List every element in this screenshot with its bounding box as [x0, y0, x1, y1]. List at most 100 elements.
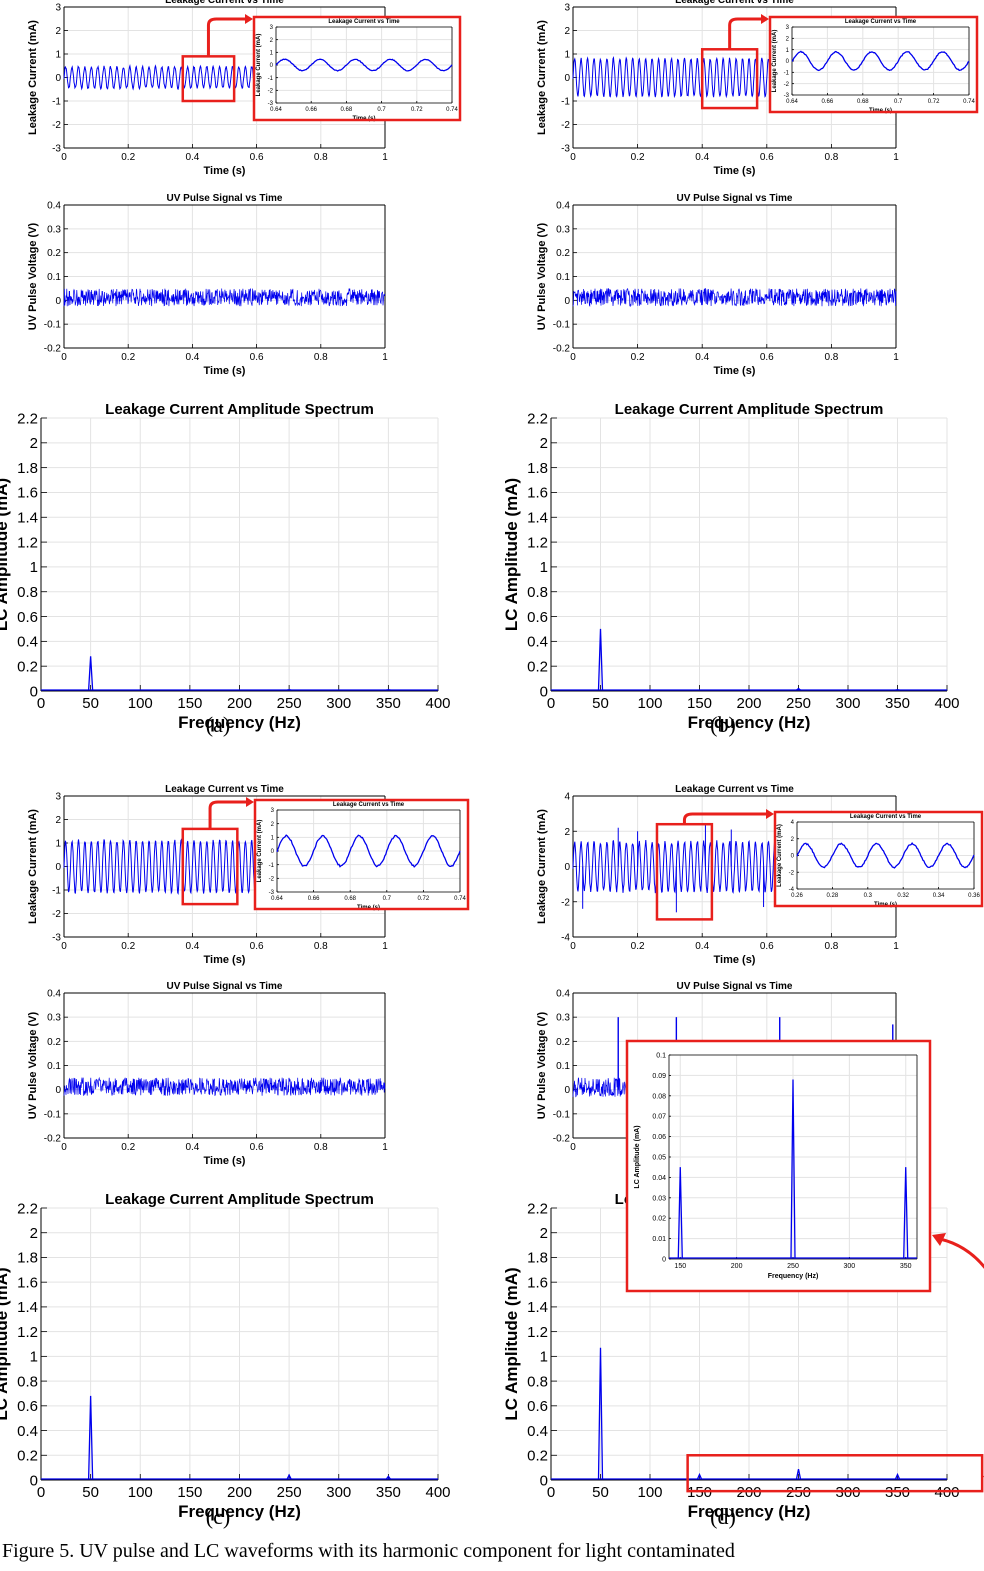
b-uv-y-tick-label: 0.2: [556, 248, 570, 259]
d-fft-y-tick-label: 1: [540, 1349, 548, 1366]
a-fft-x-tick-label: 150: [177, 695, 202, 712]
d-zoom-x-tick-label: 0.28: [827, 893, 839, 899]
a-lc-y-tick-label: 2: [55, 26, 61, 37]
c-fft-y-tick-label: 1.2: [17, 1324, 38, 1341]
b-lc-x-tick-label: 0.6: [760, 152, 774, 163]
b-lc-y-tick-label: -2: [561, 120, 570, 131]
b-uv-y-tick-label: 0: [564, 296, 570, 307]
d-zoom-x-tick-label: 0.34: [933, 893, 945, 899]
d-uv-y-tick-label: 0.2: [556, 1037, 570, 1048]
d-fft-zoom-x-axis-label: Frequency (Hz): [768, 1273, 819, 1280]
a-fft-x-tick-label: 50: [82, 695, 99, 712]
a-uv-axes: 0 0.2 0.4 0.6 0.8 1 -0.2 -0.1 0 0.1 0.2 0.3 0.4 UV Pu…: [27, 193, 388, 377]
a-uv-y-tick-label: 0.4: [47, 201, 61, 212]
b-uv-series-line: [572, 288, 897, 308]
c-uv-x-tick-label: 1: [382, 1142, 388, 1153]
b-fft-peak: [597, 628, 604, 691]
b-zoom-x-tick-label: 0.74: [963, 99, 975, 105]
b-zoom-y-tick-label: -3: [784, 93, 790, 99]
c-uv-series-line: [63, 1076, 386, 1097]
d-fft-zoom-source-box: [686, 1454, 984, 1493]
b-fft-x-tick-label: 300: [835, 695, 860, 712]
d-uv-y-tick-label: 0.4: [556, 989, 570, 1000]
c-uv-x-axis-label: Time (s): [204, 1155, 246, 1167]
d-lc-y-tick-label: 2: [564, 827, 570, 838]
a-fft-y-tick-label: 1: [30, 559, 38, 576]
c-zoom-series-line: [276, 834, 461, 868]
b-fft-peak: [796, 687, 801, 691]
b-lc-y-tick-label: -3: [561, 144, 570, 155]
c-uv-x-tick-label: 0.8: [314, 1142, 328, 1153]
a-zoom-x-tick-label: 0.64: [270, 107, 282, 113]
d-fft-peak: [696, 1472, 703, 1480]
b-zoom-y-axis-label: Leakage Current (mA): [772, 30, 778, 93]
d-fft-zoom-peak: [677, 1167, 683, 1259]
a-uv-y-tick-label: 0.1: [47, 272, 61, 283]
a-fft-x-tick-label: 250: [277, 695, 302, 712]
c-uv-y-tick-label: 0.2: [47, 1037, 61, 1048]
d-fft-zoom-peak: [790, 1079, 796, 1259]
a-fft-y-tick-label: 0: [30, 683, 38, 700]
b-uv-y-tick-label: 0.1: [556, 272, 570, 283]
a-lc-x-tick-label: 0.8: [314, 152, 328, 163]
c-uv-x-tick-label: 0.6: [250, 1142, 264, 1153]
b-lc-title: Leakage Current vs Time: [675, 0, 794, 6]
a-lc-y-tick-label: -2: [52, 120, 61, 131]
a-fft-y-tick-label: 0.2: [17, 658, 38, 675]
b-uv-x-tick-label: 0.6: [760, 352, 774, 363]
d-fft-x-axis-label: Frequency (Hz): [688, 1502, 811, 1521]
a-uv-title: UV Pulse Signal vs Time: [167, 193, 283, 204]
c-zoom-y-tick-label: 0: [271, 849, 275, 855]
c-zoom-y-tick-label: -3: [269, 890, 275, 896]
b-zoom-arrow: [728, 17, 762, 50]
d-fft-x-tick-label: 50: [592, 1484, 609, 1501]
c-uv-y-tick-label: -0.2: [44, 1134, 62, 1145]
b-fft-y-tick-label: 0.6: [527, 609, 548, 626]
c-uv-y-axis-label: UV Pulse Voltage (V): [27, 1011, 39, 1119]
a-fft-x-tick-label: 350: [376, 695, 401, 712]
d-zoom-x-tick-label: 0.32: [897, 893, 909, 899]
d-fft-peak: [795, 1468, 802, 1480]
c-zoom-y-tick-label: 2: [271, 822, 275, 828]
b-zoom-y-tick-label: 0: [786, 59, 790, 65]
d-fft-zoom-axes: 150 200 250 300 350 0 0.01 0.02 0.03 0.04 0.05 0.06…: [634, 1052, 918, 1280]
a-zoom-y-tick-label: -2: [268, 88, 274, 94]
d-lc-title: Leakage Current vs Time: [675, 784, 794, 795]
a-fft-y-tick-label: 1.4: [17, 510, 38, 527]
c-fft-y-tick-label: 2.2: [17, 1200, 38, 1217]
d-uv-y-axis-label: UV Pulse Voltage (V): [536, 1011, 548, 1119]
a-lc-x-tick-label: 0.4: [185, 152, 199, 163]
a-uv-y-tick-label: -0.1: [44, 320, 62, 331]
d-fft-zoom-y-tick-label: 0.03: [652, 1195, 666, 1202]
b-fft-y-axis-label: LC Amplitude (mA): [502, 478, 521, 631]
b-uv-y-tick-label: -0.1: [553, 320, 571, 331]
d-fft-zoom-y-tick-label: 0.09: [652, 1073, 666, 1080]
d-fft-zoom-x-tick-label: 250: [787, 1263, 799, 1270]
a-zoom-axes: 0.64 0.66 0.68 0.7 0.72 0.74 -3 -2 -1 0 1 2 3 Leakage…: [256, 19, 458, 122]
c-zoom-axes: 0.64 0.66 0.68 0.7 0.72 0.74 -3 -2 -1 0 1 2 3 Leakage…: [257, 802, 466, 911]
d-lc-x-tick-label: 0.4: [695, 941, 709, 952]
b-uv-y-tick-label: 0.3: [556, 224, 570, 235]
b-fft-y-tick-label: 1.4: [527, 510, 548, 527]
b-fft-x-tick-label: 350: [885, 695, 910, 712]
b-lc-y-tick-label: 0: [564, 73, 570, 84]
b-uv-x-tick-label: 0.2: [631, 352, 645, 363]
a-uv-y-tick-label: 0.2: [47, 248, 61, 259]
d-zoom-title: Leakage Current vs Time: [850, 814, 922, 820]
a-fft-y-tick-label: 2: [30, 435, 38, 452]
a-lc-x-tick-label: 0.6: [250, 152, 264, 163]
d-zoom-arrowhead: [766, 809, 774, 819]
d-fft-x-tick-label: 100: [637, 1484, 662, 1501]
a-zoom-y-tick-label: 0: [270, 63, 274, 69]
b-zoom-y-tick-label: -2: [784, 82, 790, 88]
b-lc-y-tick-label: 2: [564, 26, 570, 37]
a-zoom-y-tick-label: 3: [270, 25, 274, 31]
d-uv-y-tick-label: 0.3: [556, 1013, 570, 1024]
c-fft-y-tick-label: 0.4: [17, 1423, 38, 1440]
b-fft-y-tick-label: 1.2: [527, 534, 548, 551]
a-uv-x-tick-label: 1: [382, 352, 388, 363]
b-uv-axes: 0 0.2 0.4 0.6 0.8 1 -0.2 -0.1 0 0.1 0.2 0.3 0.4 UV Pu…: [536, 193, 899, 377]
a-fft-x-tick-label: 400: [425, 695, 450, 712]
d-uv-y-tick-label: 0.1: [556, 1061, 570, 1072]
d-fft-zoom-x-tick-label: 200: [731, 1263, 743, 1270]
